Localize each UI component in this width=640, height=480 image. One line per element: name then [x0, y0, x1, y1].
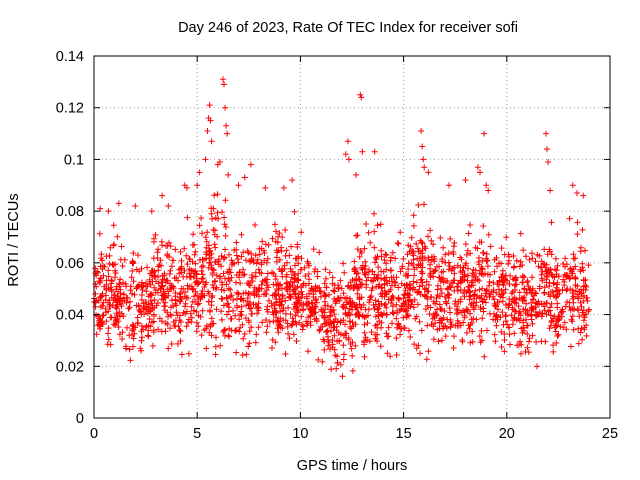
x-axis-label: GPS time / hours: [297, 458, 407, 474]
x-tick-label: 25: [602, 426, 618, 442]
y-tick-label: 0.14: [56, 49, 84, 65]
x-tick-label: 0: [90, 426, 98, 442]
y-tick-label: 0.1: [64, 152, 84, 168]
y-tick-label: 0: [76, 411, 84, 427]
y-tick-label: 0.12: [56, 101, 84, 117]
x-tick-label: 20: [499, 426, 515, 442]
y-tick-label: 0.04: [56, 308, 84, 324]
y-axis-label: ROTI / TECUs: [6, 193, 22, 286]
axis-ticks: [93, 55, 611, 419]
x-tick-label: 5: [193, 426, 201, 442]
x-tick-label: 10: [292, 426, 308, 442]
y-tick-label: 0.02: [56, 359, 84, 375]
data-points: [91, 76, 592, 380]
y-tick-label: 0.06: [56, 256, 84, 272]
chart-title: Day 246 of 2023, Rate Of TEC Index for r…: [178, 20, 518, 36]
plot-frame: [93, 55, 611, 419]
grid-lines: [94, 56, 610, 418]
x-tick-label: 15: [396, 426, 412, 442]
tick-labels: 0 5 10 15 20 25 0 0.02 0.04 0.06 0.08 0.1 0.12 0.14: [56, 49, 618, 442]
y-tick-label: 0.08: [56, 204, 84, 220]
roti-point-markers: [91, 76, 592, 380]
